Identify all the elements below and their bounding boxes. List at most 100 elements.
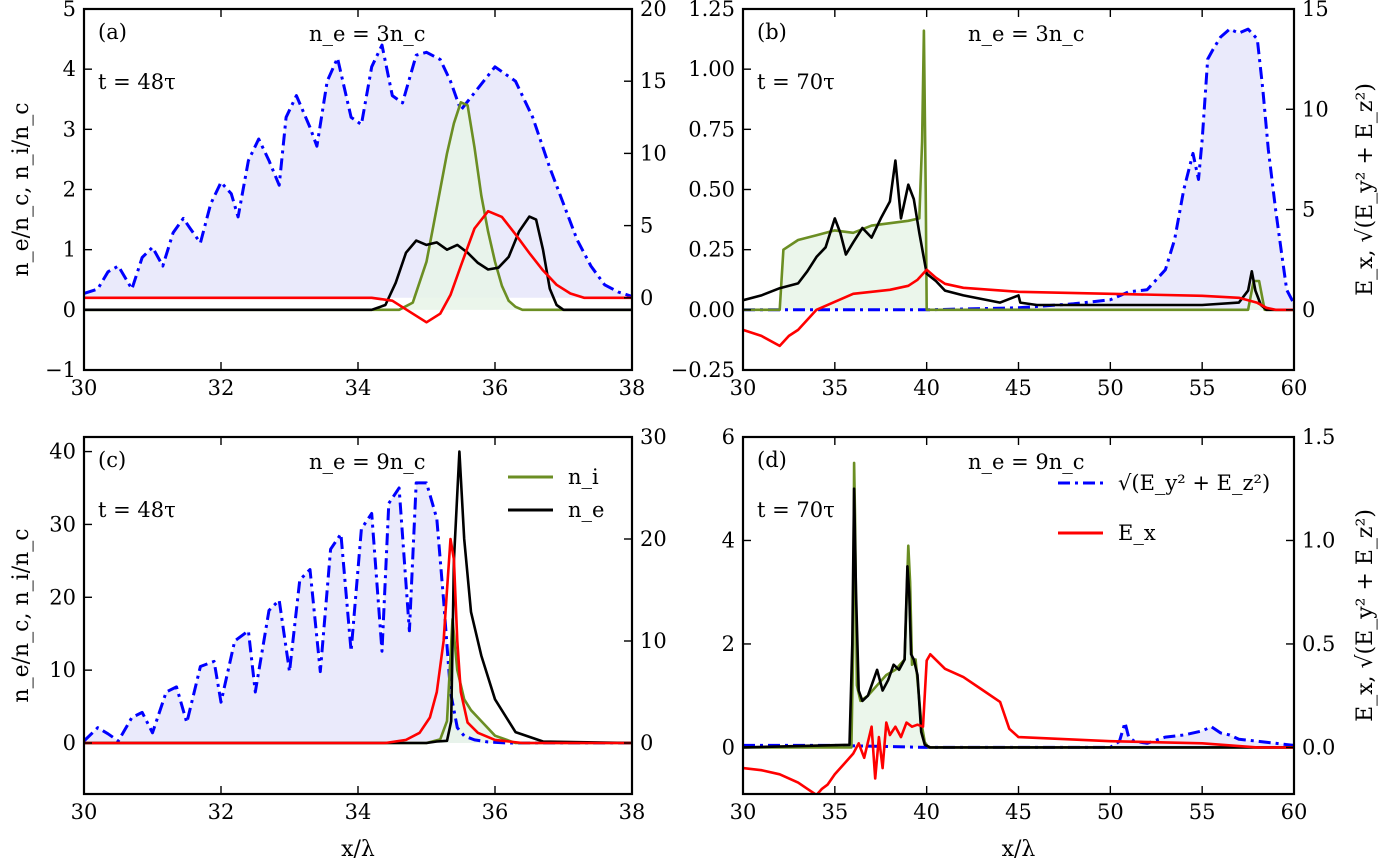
- time-label: t = 70τ: [757, 498, 835, 522]
- y2-tick-label: 0.0: [1302, 735, 1335, 759]
- panel-c: 30 32 34 36 38 0 10 20 30 40 0 10 20 30 (c) t = 48τ n_e …: [9, 425, 667, 862]
- y-tick-label: 0.50: [688, 178, 735, 202]
- y-tick-label: 3: [63, 117, 76, 141]
- legend-item-ni: n_i: [508, 465, 599, 489]
- x-axis-title: x/λ: [1002, 837, 1036, 862]
- y-tick-label: 4: [63, 57, 76, 81]
- x-tick-label: 60: [1281, 800, 1308, 824]
- y-tick-label: 1: [63, 238, 76, 262]
- series-fill-ni-b: [743, 30, 1294, 310]
- y2-tick-label: 15: [640, 69, 667, 93]
- x-tick-label: 36: [482, 800, 509, 824]
- x-tick-label: 34: [345, 376, 372, 400]
- x-tick-label: 32: [208, 800, 235, 824]
- x-tick-label: 50: [1097, 376, 1124, 400]
- x-axis-title: x/λ: [341, 837, 375, 862]
- series-line-ex-b: [743, 268, 1294, 348]
- panel-d: 30 35 40 45 50 55 60 0 2 4 6 0.0 0.5 1.0 1.5 (d) t = 70τ…: [722, 425, 1378, 862]
- y2-tick-label: 0: [640, 286, 653, 310]
- density-label: n_e = 9n_c: [309, 450, 426, 474]
- panel-label: (d): [757, 448, 787, 472]
- y-tick-label: 0: [63, 298, 76, 322]
- panel-b: 30 35 40 45 50 55 60−0.250.000.250.500.751.001…: [671, 0, 1378, 400]
- series-line-env-b: [743, 27, 1294, 312]
- plot-area-a: [84, 43, 632, 324]
- time-label: t = 48τ: [98, 498, 176, 522]
- x-tick-label: 36: [482, 376, 509, 400]
- panel-label: (c): [98, 448, 126, 472]
- density-label: n_e = 9n_c: [968, 450, 1085, 474]
- x-tick-label: 30: [730, 376, 757, 400]
- series-line-env-d: [743, 721, 1294, 749]
- panel-label: (b): [757, 20, 787, 44]
- y-tick-label: 20: [49, 585, 76, 609]
- plot-area-b: [743, 27, 1294, 348]
- x-tick-label: 55: [1189, 800, 1216, 824]
- y2-tick-label: 20: [640, 0, 667, 21]
- y-tick-label: −0.25: [671, 358, 735, 382]
- series-line-ne-c: [84, 450, 632, 745]
- series-line-ne-d: [743, 487, 1294, 749]
- y2-tick-label: 10: [640, 629, 667, 653]
- series-line-ex-c: [84, 537, 632, 745]
- y-tick-label: 10: [49, 658, 76, 682]
- x-tick-label: 30: [730, 800, 757, 824]
- series-line-env-c: [84, 481, 632, 745]
- time-label: t = 70τ: [757, 70, 835, 94]
- y-tick-label: 0: [63, 731, 76, 755]
- series-line-ni-b: [743, 29, 1294, 312]
- y-tick-label: 1.25: [688, 0, 735, 21]
- density-label: n_e = 3n_c: [309, 22, 426, 46]
- legend-item-ex: E_x: [1058, 521, 1156, 545]
- y2-tick-label: 0.5: [1302, 632, 1335, 656]
- series-fill-env-b: [743, 29, 1294, 310]
- series-line-ne-a: [84, 215, 632, 312]
- legend-label-ni: n_i: [568, 465, 599, 489]
- series-line-env-a: [84, 43, 632, 298]
- series-line-ni-a: [84, 101, 632, 312]
- time-label: t = 48τ: [98, 70, 176, 94]
- series-fill-env-a: [84, 45, 632, 298]
- y-tick-label: 2: [63, 178, 76, 202]
- x-tick-label: 60: [1281, 376, 1308, 400]
- y2-tick-label: 1.5: [1302, 425, 1335, 449]
- y2-tick-label: 15: [1302, 0, 1329, 21]
- legend-label-env: √(E_y² + E_z²): [1118, 471, 1270, 495]
- x-tick-label: 35: [821, 800, 848, 824]
- panel-label: (a): [98, 20, 127, 44]
- legend-item-env: √(E_y² + E_z²): [1058, 471, 1270, 495]
- y2-tick-label: 20: [640, 527, 667, 551]
- x-tick-label: 30: [71, 800, 98, 824]
- x-tick-label: 30: [71, 376, 98, 400]
- x-tick-label: 35: [821, 376, 848, 400]
- y2-tick-label: 1.0: [1302, 528, 1335, 552]
- y-tick-label: 0.75: [688, 117, 735, 141]
- series-line-ex-d: [743, 653, 1294, 794]
- x-tick-label: 45: [1005, 376, 1032, 400]
- y2-tick-label: 0: [1302, 298, 1315, 322]
- y-tick-label: 5: [63, 0, 76, 21]
- y2-tick-label: 10: [1302, 97, 1329, 121]
- y2-axis-title: E_x, √(E_y² + E_z²): [1353, 509, 1378, 722]
- y-tick-label: 2: [722, 632, 735, 656]
- series-line-ne-b: [743, 159, 1294, 312]
- x-tick-label: 38: [619, 800, 646, 824]
- x-tick-label: 55: [1189, 376, 1216, 400]
- x-tick-label: 34: [345, 800, 372, 824]
- x-tick-label: 32: [208, 376, 235, 400]
- legend-label-ne: n_e: [568, 498, 604, 522]
- y-axis-title: n_e/n_c, n_i/n_c: [9, 528, 34, 702]
- plot-area-c: [84, 450, 632, 745]
- y-axis-title: n_e/n_c, n_i/n_c: [9, 102, 34, 276]
- y2-tick-label: 5: [1302, 198, 1315, 222]
- legend-label-ex: E_x: [1118, 521, 1156, 545]
- series-fill-env-c: [84, 482, 632, 743]
- y-tick-label: −1: [45, 358, 76, 382]
- legend-item-ne: n_e: [508, 498, 604, 522]
- y-tick-label: 40: [49, 440, 76, 464]
- x-tick-label: 45: [1005, 800, 1032, 824]
- x-tick-label: 40: [913, 800, 940, 824]
- x-tick-label: 50: [1097, 800, 1124, 824]
